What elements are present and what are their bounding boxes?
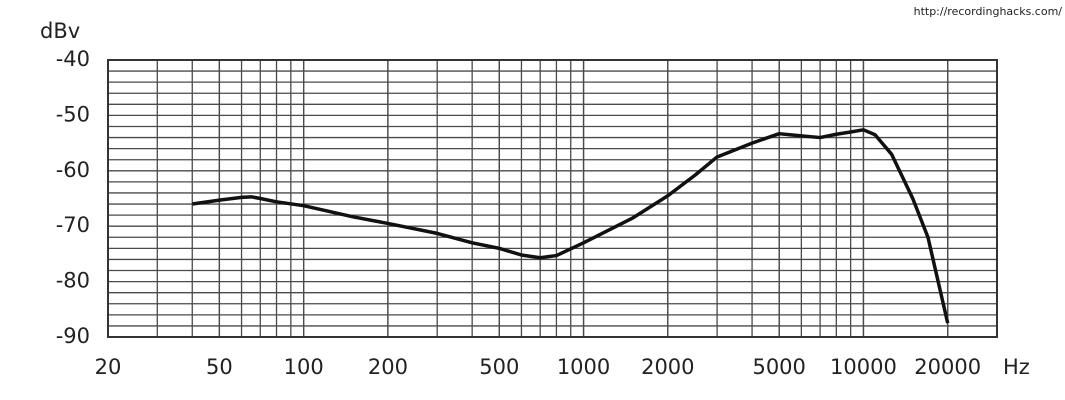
y-tick-label: -90 — [56, 324, 90, 348]
y-tick-label: -60 — [56, 158, 90, 182]
x-tick-label: 2000 — [641, 355, 694, 379]
y-tick-label: -80 — [56, 269, 90, 293]
response-curve — [192, 128, 950, 324]
x-tick-label: 200 — [368, 355, 408, 379]
y-tick-label: -50 — [56, 102, 90, 126]
x-tick-label: 20000 — [914, 355, 981, 379]
x-tick-label: 20 — [95, 355, 122, 379]
x-tick-label: 100 — [284, 355, 324, 379]
plot-frame — [107, 59, 998, 338]
x-tick-label: 10000 — [830, 355, 897, 379]
x-tick-label: 50 — [206, 355, 233, 379]
x-tick-label: 5000 — [752, 355, 805, 379]
y-axis-label: dBv — [40, 19, 80, 43]
x-axis-label: Hz — [1003, 355, 1030, 379]
y-tick-label: -40 — [56, 47, 90, 71]
y-tick-label: -70 — [56, 213, 90, 237]
x-tick-label: 500 — [479, 355, 519, 379]
x-tick-label: 1000 — [557, 355, 610, 379]
source-annotation: http://recordinghacks.com/ — [914, 5, 1063, 18]
